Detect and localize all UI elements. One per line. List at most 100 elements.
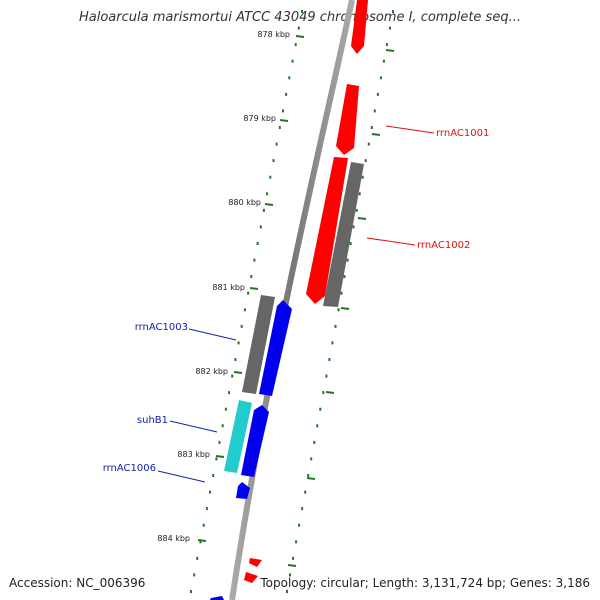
- gene-arrow: [241, 405, 269, 477]
- ruler-dot: [240, 324, 243, 328]
- ruler-dot: [361, 175, 364, 179]
- ruler-dot: [295, 540, 298, 544]
- gene-arrow: [236, 482, 250, 499]
- gene-arrow: [323, 162, 364, 307]
- ruler-dot: [325, 374, 328, 378]
- gene-label[interactable]: suhB1: [137, 415, 168, 426]
- ruler-dot: [289, 573, 291, 577]
- ruler-tick: [233, 371, 243, 374]
- ruler-dot: [292, 556, 295, 560]
- map-title: Haloarcula marismortui ATCC 43049 chromo…: [79, 10, 521, 25]
- ruler-dot: [389, 26, 391, 30]
- gene-arrow-small-blue[interactable]: [210, 596, 224, 600]
- ruler-dot: [228, 391, 231, 395]
- gene-arrow: [336, 84, 359, 155]
- ruler-dot: [355, 208, 358, 212]
- ruler-ticks-right: [287, 49, 395, 567]
- ruler-dot: [205, 507, 208, 511]
- accession-label: Accession: NC_006396: [9, 576, 146, 590]
- ruler-dots-right: [286, 10, 394, 593]
- gene-rrnAC1003-gray[interactable]: [242, 295, 275, 394]
- ruler-dots-left: [190, 10, 303, 593]
- ruler-dot: [190, 590, 192, 593]
- ruler-dot: [337, 308, 340, 312]
- ruler-tick-label: 884 kbp: [157, 534, 190, 543]
- ruler-dot: [269, 175, 272, 179]
- gene-suhB1-blue[interactable]: [241, 405, 269, 477]
- ruler-dot: [297, 26, 300, 30]
- ruler-dot: [224, 407, 227, 411]
- gene-arrow: [210, 596, 224, 600]
- gene-arrow: [242, 295, 275, 394]
- ruler-dot: [294, 43, 297, 47]
- ruler-dot: [298, 523, 301, 527]
- ruler-dot: [376, 92, 379, 96]
- ruler-tick-label: 878 kbp: [257, 30, 290, 39]
- gene-arrow-small-red-1[interactable]: [249, 558, 262, 567]
- ruler-dot: [243, 308, 246, 312]
- ruler-dot: [218, 440, 221, 444]
- leader-lines: [157, 125, 435, 483]
- ruler-dot: [247, 291, 250, 295]
- ruler-tick-label: 881 kbp: [212, 283, 245, 292]
- ruler-dot: [373, 109, 376, 113]
- gene-arrow-forward[interactable]: [336, 84, 359, 155]
- gene-label[interactable]: rrnAC1001: [436, 128, 489, 139]
- ruler-dot: [275, 142, 278, 146]
- ruler-dot: [199, 540, 202, 544]
- ruler-dot: [392, 10, 394, 13]
- chromosome-backbone: [229, 0, 355, 600]
- ruler-tick-label: 879 kbp: [243, 114, 276, 123]
- ruler-dot: [307, 474, 310, 477]
- ruler-dot: [193, 573, 196, 577]
- gene-label[interactable]: rrnAC1003: [135, 322, 188, 333]
- ruler-dot: [215, 457, 218, 461]
- topology-label: Topology: circular; Length: 3,131,724 bp…: [260, 576, 590, 590]
- ruler-dot: [301, 10, 303, 13]
- ruler-dot: [367, 142, 370, 146]
- ruler-tick: [215, 455, 225, 458]
- gene-arrow: [351, 0, 368, 54]
- ruler-dot: [288, 76, 291, 80]
- ruler-dot: [304, 490, 307, 494]
- gene-label[interactable]: rrnAC1002: [417, 240, 470, 251]
- ruler-dot: [382, 59, 385, 63]
- ruler-dot: [385, 43, 388, 47]
- gene-label[interactable]: rrnAC1006: [103, 463, 156, 474]
- ruler-dot: [310, 457, 313, 461]
- ruler-dot: [334, 324, 337, 328]
- ruler-tick-label: 880 kbp: [228, 198, 261, 207]
- ruler-dot: [196, 556, 199, 560]
- ruler-dot: [301, 507, 304, 511]
- ruler-dot: [259, 225, 262, 229]
- gene-arrow: [259, 300, 292, 396]
- ruler-dot: [340, 291, 343, 295]
- ruler-dot: [285, 92, 288, 96]
- ruler-dot: [370, 126, 373, 129]
- ruler-dot: [266, 192, 269, 196]
- gene-rrnAC1006[interactable]: [236, 482, 250, 499]
- ruler-dot: [358, 192, 361, 196]
- ruler-dot: [209, 490, 211, 494]
- ruler-dot: [349, 242, 352, 245]
- gene-rrnAC1002-red[interactable]: [306, 157, 348, 304]
- gene-rrnAC1003-blue[interactable]: [259, 300, 292, 396]
- ruler-tick: [197, 539, 207, 542]
- ruler-dot: [231, 374, 234, 378]
- gene-arrow: [249, 558, 262, 567]
- ruler-dot: [322, 391, 325, 395]
- ruler-dot: [316, 424, 319, 428]
- gene-arrow-small-red-2[interactable]: [244, 572, 258, 583]
- ruler-dot: [221, 424, 224, 428]
- gene-rrnAC1001[interactable]: [351, 0, 368, 54]
- ruler-dot: [237, 341, 240, 345]
- ruler-dot: [364, 159, 367, 163]
- ruler-dot: [234, 358, 237, 361]
- gene-rrnAC1002-gray[interactable]: [323, 162, 364, 307]
- ruler-dot: [331, 341, 334, 345]
- ruler-dot: [352, 225, 355, 229]
- ruler-dot: [272, 159, 275, 163]
- gene-suhB1-rna[interactable]: [224, 400, 252, 473]
